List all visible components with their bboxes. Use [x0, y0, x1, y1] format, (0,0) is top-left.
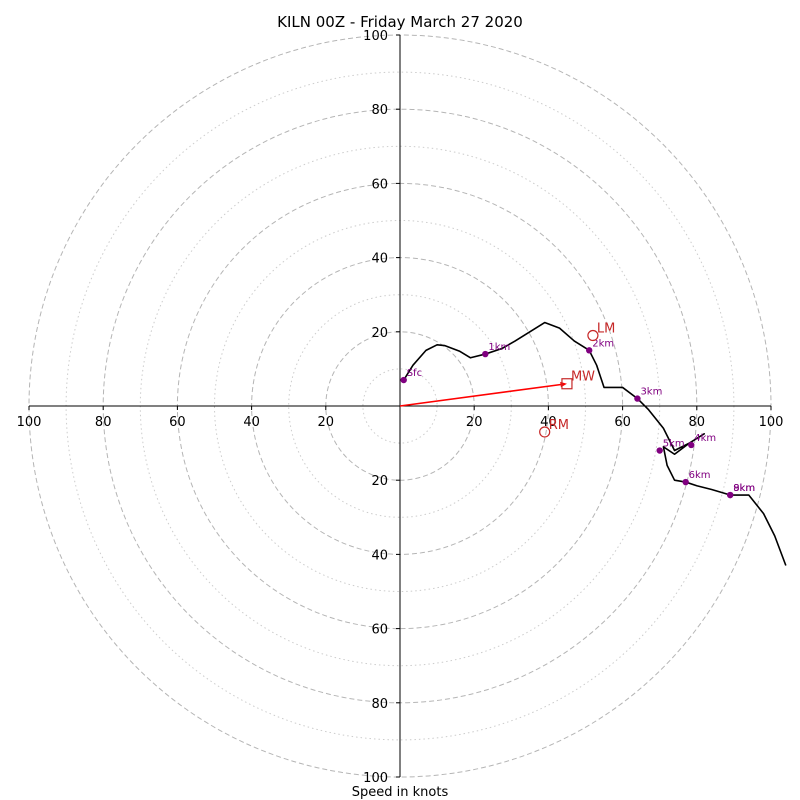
height-label-6km: 6km [689, 470, 711, 481]
wind-profile-line [403, 321, 787, 566]
height-marker-Sfc [400, 376, 407, 384]
x-tick-label: 20 [318, 415, 335, 430]
x-tick-label: 40 [243, 415, 260, 430]
x-axis-label: Speed in knots [352, 785, 449, 800]
height-label-2km: 2km [592, 338, 614, 349]
y-tick-label: 20 [371, 474, 388, 489]
height-marker-6km [682, 478, 689, 486]
motion-marker-RM [539, 426, 551, 438]
height-marker-2km [586, 347, 593, 354]
x-tick-label: 40 [540, 415, 557, 430]
y-tick-label: 20 [371, 326, 388, 341]
height-marker-1km [482, 350, 489, 358]
x-tick-label: 60 [169, 415, 186, 430]
motion-label-RM: RM [549, 418, 569, 433]
y-tick-label: 60 [371, 177, 388, 192]
height-label-8km: 8km [733, 483, 755, 494]
axis-ticks: 100 100 80 80 60 60 40 40 20 20 20 20 40 40 60 60 80 80 10… [17, 29, 784, 786]
height-label-1km: 1km [488, 342, 510, 353]
x-tick-label: 20 [466, 415, 483, 430]
storm-motion-markers: LM RM MW [399, 322, 615, 438]
y-tick-label: 100 [363, 771, 388, 786]
height-label-3km: 3km [640, 387, 662, 398]
storm-motion-vector [399, 383, 565, 407]
y-tick-label: 40 [371, 252, 388, 267]
x-tick-label: 100 [759, 415, 784, 430]
height-marker-9km [726, 491, 734, 499]
wind-profile [403, 321, 787, 566]
height-label-9km: 9km [733, 483, 755, 494]
height-marker-3km [634, 395, 641, 402]
motion-label-MW: MW [571, 370, 595, 385]
motion-marker-MW [561, 378, 573, 390]
motion-label-LM: LM [597, 322, 615, 337]
x-tick-label: 80 [689, 415, 706, 430]
height-marker-5km [656, 447, 663, 454]
x-tick-label: 80 [95, 415, 112, 430]
motion-marker-LM [587, 329, 599, 342]
height-label-5km: 5km [663, 439, 685, 450]
x-tick-label: 60 [614, 415, 631, 430]
y-tick-label: 80 [371, 697, 388, 712]
height-label-Sfc: Sfc [407, 368, 422, 379]
x-tick-label: 100 [17, 415, 42, 430]
height-marker-4km [688, 441, 695, 449]
y-tick-label: 40 [371, 548, 388, 563]
height-label-4km: 4km [694, 433, 716, 444]
storm-vector-arrowhead [560, 381, 567, 388]
chart-title: KILN 00Z - Friday March 27 2020 [277, 13, 523, 31]
y-tick-label: 80 [371, 103, 388, 118]
y-tick-label: 100 [363, 29, 388, 44]
y-tick-label: 60 [371, 623, 388, 638]
